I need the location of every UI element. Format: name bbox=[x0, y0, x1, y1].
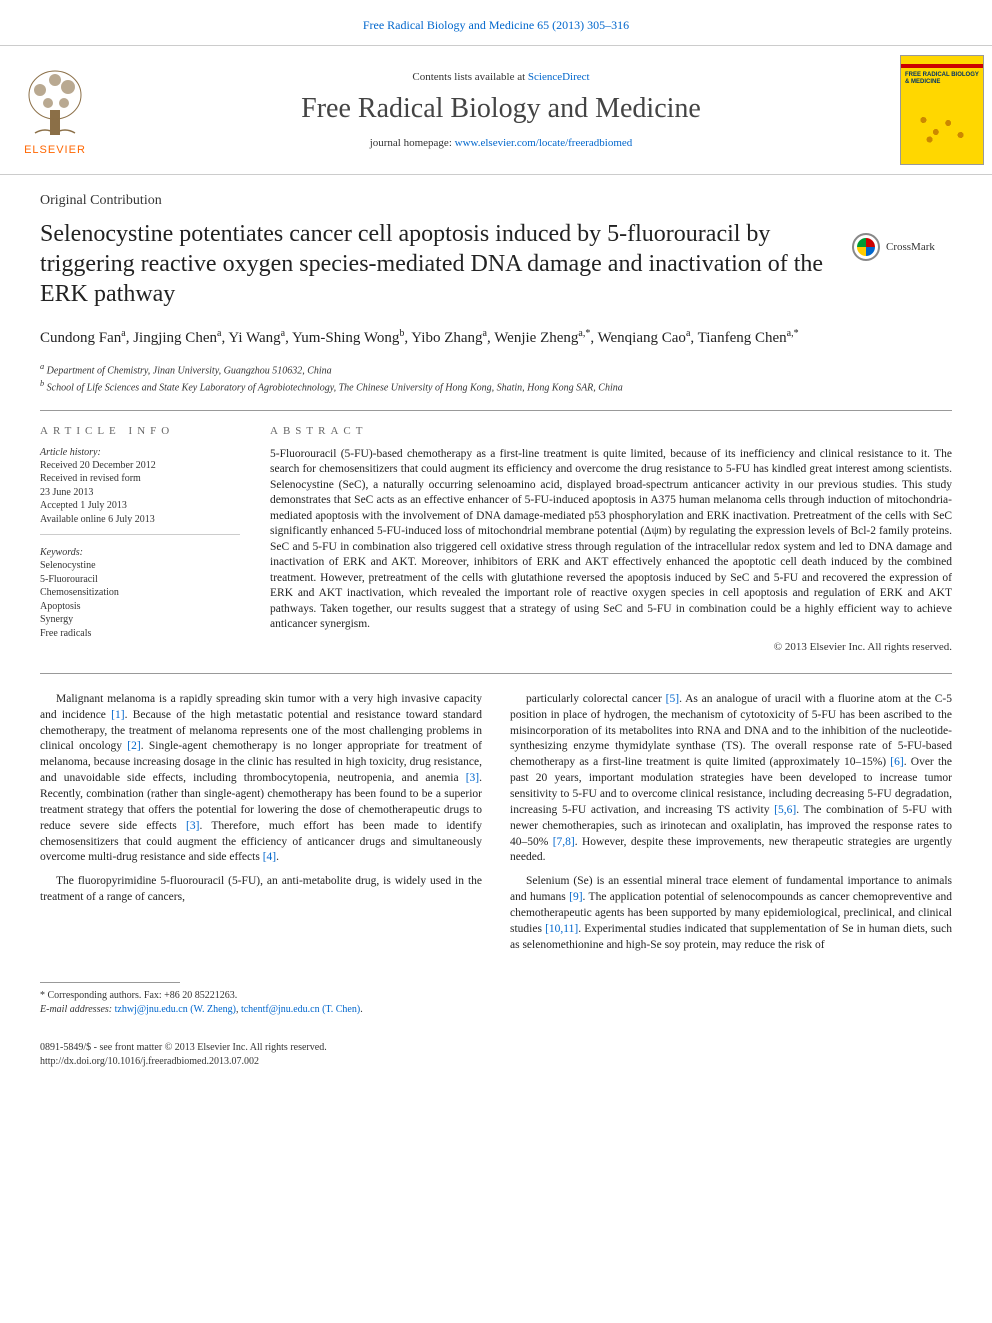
body-left-column: Malignant melanoma is a rapidly spreadin… bbox=[40, 692, 482, 962]
history-label: Article history: bbox=[40, 447, 240, 458]
keywords-label: Keywords: bbox=[40, 547, 240, 558]
homepage-link[interactable]: www.elsevier.com/locate/freeradbiomed bbox=[455, 137, 633, 149]
history-line: Accepted 1 July 2013 bbox=[40, 499, 240, 513]
article-info-column: ARTICLE INFO Article history: Received 2… bbox=[40, 425, 240, 653]
cover-thumbnail: FREE RADICAL BIOLOGY & MEDICINE bbox=[900, 55, 984, 165]
info-heading: ARTICLE INFO bbox=[40, 425, 240, 437]
issn-line: 0891-5849/$ - see front matter © 2013 El… bbox=[40, 1041, 952, 1055]
homepage-prefix: journal homepage: bbox=[370, 137, 455, 149]
ref-link[interactable]: [4] bbox=[263, 851, 276, 863]
history-block: Article history: Received 20 December 20… bbox=[40, 447, 240, 536]
keyword: Free radicals bbox=[40, 627, 240, 641]
sciencedirect-link[interactable]: ScienceDirect bbox=[528, 71, 590, 83]
journal-name: Free Radical Biology and Medicine bbox=[301, 93, 701, 125]
affiliation-a: a Department of Chemistry, Jinan Univers… bbox=[40, 361, 952, 378]
keyword: Apoptosis bbox=[40, 600, 240, 614]
body-paragraph: Selenium (Se) is an essential mineral tr… bbox=[510, 874, 952, 953]
crossmark-badge[interactable]: CrossMark bbox=[852, 233, 952, 261]
affiliation-b: b School of Life Sciences and State Key … bbox=[40, 378, 952, 395]
ref-link[interactable]: [7,8] bbox=[553, 836, 575, 848]
keyword: Synergy bbox=[40, 613, 240, 627]
email-line: E-mail addresses: tzhwj@jnu.edu.cn (W. Z… bbox=[40, 1003, 952, 1017]
article-title: Selenocystine potentiates cancer cell ap… bbox=[0, 215, 992, 313]
ref-link[interactable]: [10,11] bbox=[545, 923, 578, 935]
email-label: E-mail addresses: bbox=[40, 1004, 115, 1015]
journal-header: ELSEVIER Contents lists available at Sci… bbox=[0, 45, 992, 175]
ref-link[interactable]: [3] bbox=[466, 772, 479, 784]
abstract-copyright: © 2013 Elsevier Inc. All rights reserved… bbox=[270, 641, 952, 653]
body-paragraph: Malignant melanoma is a rapidly spreadin… bbox=[40, 692, 482, 866]
info-abstract-row: ARTICLE INFO Article history: Received 2… bbox=[0, 411, 992, 673]
header-center: Contents lists available at ScienceDirec… bbox=[110, 46, 892, 174]
keyword: Selenocystine bbox=[40, 559, 240, 573]
footer-divider bbox=[40, 982, 180, 983]
publisher-name: ELSEVIER bbox=[24, 144, 86, 156]
history-line: Available online 6 July 2013 bbox=[40, 513, 240, 527]
article-type: Original Contribution bbox=[0, 175, 992, 215]
abstract-column: ABSTRACT 5-Fluorouracil (5-FU)-based che… bbox=[270, 425, 952, 653]
elsevier-tree-icon bbox=[20, 65, 90, 140]
keyword: Chemosensitization bbox=[40, 586, 240, 600]
corresponding-footer: * Corresponding authors. Fax: +86 20 852… bbox=[0, 978, 992, 1041]
publisher-logo[interactable]: ELSEVIER bbox=[0, 46, 110, 174]
homepage-line: journal homepage: www.elsevier.com/locat… bbox=[370, 137, 633, 149]
affiliations: a Department of Chemistry, Jinan Univers… bbox=[0, 353, 992, 410]
ref-link[interactable]: [3] bbox=[186, 820, 199, 832]
ref-link[interactable]: [2] bbox=[127, 740, 140, 752]
keyword: 5-Fluorouracil bbox=[40, 573, 240, 587]
bottom-meta: 0891-5849/$ - see front matter © 2013 El… bbox=[0, 1041, 992, 1093]
issue-reference[interactable]: Free Radical Biology and Medicine 65 (20… bbox=[0, 0, 992, 45]
ref-link[interactable]: [6] bbox=[890, 756, 903, 768]
abstract-heading: ABSTRACT bbox=[270, 425, 952, 437]
crossmark-label: CrossMark bbox=[886, 241, 935, 253]
ref-link[interactable]: [9] bbox=[569, 891, 582, 903]
crossmark-icon bbox=[852, 233, 880, 261]
history-line: 23 June 2013 bbox=[40, 486, 240, 500]
email-2[interactable]: tchentf@jnu.edu.cn (T. Chen) bbox=[241, 1004, 360, 1015]
journal-cover[interactable]: FREE RADICAL BIOLOGY & MEDICINE bbox=[892, 46, 992, 174]
contents-prefix: Contents lists available at bbox=[412, 71, 527, 83]
body-right-column: particularly colorectal cancer [5]. As a… bbox=[510, 692, 952, 962]
ref-link[interactable]: [1] bbox=[111, 709, 124, 721]
ref-link[interactable]: [5] bbox=[666, 693, 679, 705]
history-line: Received in revised form bbox=[40, 472, 240, 486]
body-paragraph: particularly colorectal cancer [5]. As a… bbox=[510, 692, 952, 866]
history-line: Received 20 December 2012 bbox=[40, 459, 240, 473]
author-list: Cundong Fana, Jingjing Chena, Yi Wanga, … bbox=[0, 313, 992, 353]
contents-line: Contents lists available at ScienceDirec… bbox=[412, 71, 589, 83]
cover-title: FREE RADICAL BIOLOGY & MEDICINE bbox=[905, 72, 983, 85]
body-paragraph: The fluoropyrimidine 5-fluorouracil (5-F… bbox=[40, 874, 482, 906]
keywords-block: Keywords: Selenocystine5-FluorouracilChe… bbox=[40, 547, 240, 640]
email-1[interactable]: tzhwj@jnu.edu.cn (W. Zheng) bbox=[115, 1004, 236, 1015]
doi-line[interactable]: http://dx.doi.org/10.1016/j.freeradbiome… bbox=[40, 1055, 952, 1069]
abstract-text: 5-Fluorouracil (5-FU)-based chemotherapy… bbox=[270, 447, 952, 633]
ref-link[interactable]: [5,6] bbox=[774, 804, 796, 816]
body-columns: Malignant melanoma is a rapidly spreadin… bbox=[0, 674, 992, 978]
corresponding-line: * Corresponding authors. Fax: +86 20 852… bbox=[40, 989, 952, 1003]
